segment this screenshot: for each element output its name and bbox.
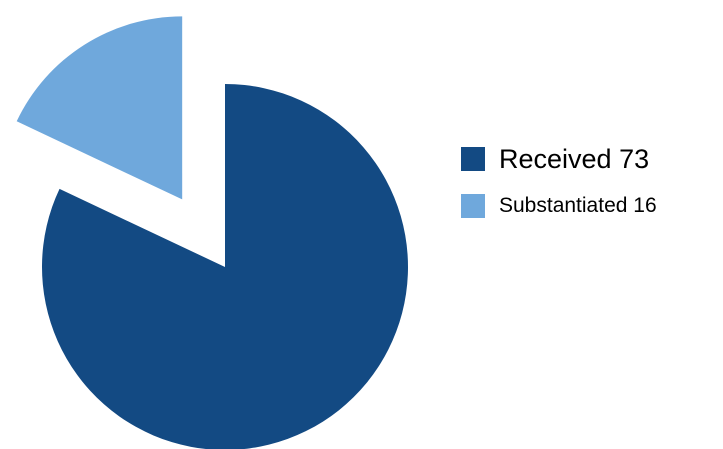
- chart-legend: Received 73 Substantiated 16: [461, 140, 657, 221]
- legend-item-substantiated: Substantiated 16: [461, 191, 657, 221]
- pie-slice-received: [42, 84, 408, 449]
- legend-swatch-substantiated: [461, 194, 485, 218]
- legend-label-received: Received 73: [499, 143, 650, 174]
- legend-swatch-received: [461, 147, 485, 171]
- legend-item-received: Received 73: [461, 140, 657, 178]
- legend-label-substantiated: Substantiated 16: [499, 194, 657, 217]
- pie-slice-substantiated: [16, 16, 183, 200]
